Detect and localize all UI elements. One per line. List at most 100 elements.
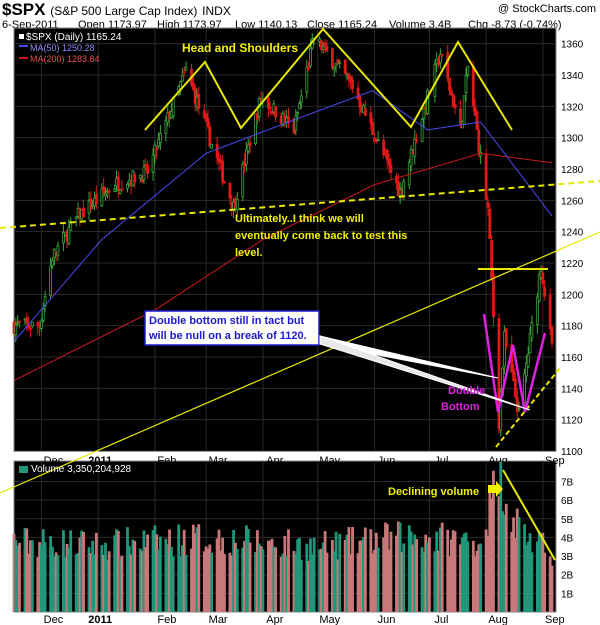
candle-body: [113, 188, 117, 192]
volume-bar: [179, 556, 182, 612]
volume-bar: [413, 534, 417, 612]
volume-bar: [307, 560, 311, 612]
volume-tick-label: 2B: [561, 571, 574, 582]
volume-bar: [387, 549, 391, 612]
candle-body: [471, 65, 475, 107]
volume-bar: [537, 531, 541, 612]
candle-body: [104, 192, 107, 197]
volume-tick-label: 1B: [561, 589, 574, 600]
volume-bar: [283, 535, 287, 612]
candle-body: [67, 227, 71, 244]
volume-bar: [424, 534, 428, 612]
volume-bar: [129, 554, 133, 612]
candle-body: [246, 144, 250, 152]
volume-tick-label: 6B: [561, 496, 574, 507]
legend-price-swatch: [19, 34, 24, 39]
volume-bar: [120, 555, 124, 612]
volume-bar: [451, 530, 455, 612]
volume-bar: [41, 529, 45, 612]
volume-bar: [51, 546, 54, 612]
candle-body: [466, 65, 470, 75]
volume-bar: [530, 552, 534, 612]
candle-body: [241, 164, 245, 198]
candle-body: [144, 164, 148, 166]
volume-bar: [334, 531, 338, 612]
month-label: Sep: [545, 455, 565, 467]
volume-bar: [422, 552, 426, 612]
volume-bar: [440, 522, 444, 612]
legend-ma200: MA(200) 1283.84: [30, 54, 100, 64]
declining-volume-label: Declining volume: [388, 486, 479, 498]
candle-body: [294, 115, 298, 131]
candle-body: [415, 139, 418, 142]
volume-bar: [261, 549, 265, 612]
candle-body: [140, 178, 144, 183]
volume-bar: [548, 556, 552, 612]
volume-bar: [349, 554, 353, 612]
volume-bar: [23, 527, 27, 612]
month-label: Feb: [157, 614, 176, 625]
volume-bar: [362, 537, 365, 612]
candle-body: [146, 165, 149, 174]
volume-bar: [190, 548, 193, 612]
volume-bar: [464, 532, 468, 612]
volume-bar: [318, 549, 321, 612]
month-label: Jul: [434, 614, 448, 625]
candle-body: [29, 327, 32, 330]
candle-body: [512, 369, 515, 381]
candle-body: [477, 129, 481, 153]
volume-bar: [82, 531, 85, 612]
candle-body: [184, 66, 188, 71]
volume-bar: [343, 540, 347, 612]
volume-bar: [296, 539, 300, 612]
volume-bar: [398, 522, 402, 612]
ultimately-line-2: eventually come back to test this: [235, 230, 407, 242]
volume-bar: [409, 531, 413, 612]
volume-bar: [241, 547, 245, 612]
candle-body: [180, 74, 184, 82]
candle-body: [254, 113, 257, 144]
month-label: Aug: [488, 614, 508, 625]
volume-bar: [497, 496, 501, 612]
candle-body: [530, 321, 534, 339]
candle-body: [268, 106, 272, 110]
volume-bar: [294, 553, 298, 612]
volume-bar: [420, 547, 424, 612]
volume-bar: [87, 547, 91, 612]
candle-body: [473, 106, 477, 116]
volume-bar: [446, 529, 450, 612]
volume-bar: [49, 536, 52, 612]
volume-bar: [235, 548, 239, 612]
candle-body: [373, 137, 376, 142]
candle-body: [524, 363, 528, 377]
volume-bar: [138, 548, 142, 612]
volume-bar: [373, 549, 376, 612]
volume-bar: [62, 530, 65, 612]
candle-body: [107, 190, 111, 193]
volume-bar: [310, 554, 314, 612]
volume-bar: [272, 546, 276, 612]
month-label: May: [319, 455, 340, 467]
price-tick-label: 1180: [561, 322, 583, 333]
candle-body: [490, 240, 494, 279]
volume-bar: [191, 524, 195, 612]
volume-bar: [435, 531, 439, 612]
volume-bar: [180, 545, 184, 612]
candle-body: [349, 76, 353, 83]
volume-bar: [246, 529, 250, 612]
volume-bar: [182, 529, 186, 612]
price-tick-label: 1300: [561, 134, 584, 145]
month-label: May: [319, 614, 340, 625]
volume-bar: [54, 552, 58, 612]
volume-bar: [396, 521, 400, 612]
volume-bar: [197, 524, 201, 612]
candle-body: [16, 322, 20, 325]
volume-bar: [384, 522, 387, 612]
candle-body: [323, 42, 327, 46]
volume-bar: [133, 540, 137, 612]
volume-bar: [515, 508, 519, 612]
candle-body: [543, 287, 547, 297]
volume-bar: [382, 537, 386, 612]
volume-bar: [80, 530, 84, 612]
volume-bar: [395, 535, 398, 612]
